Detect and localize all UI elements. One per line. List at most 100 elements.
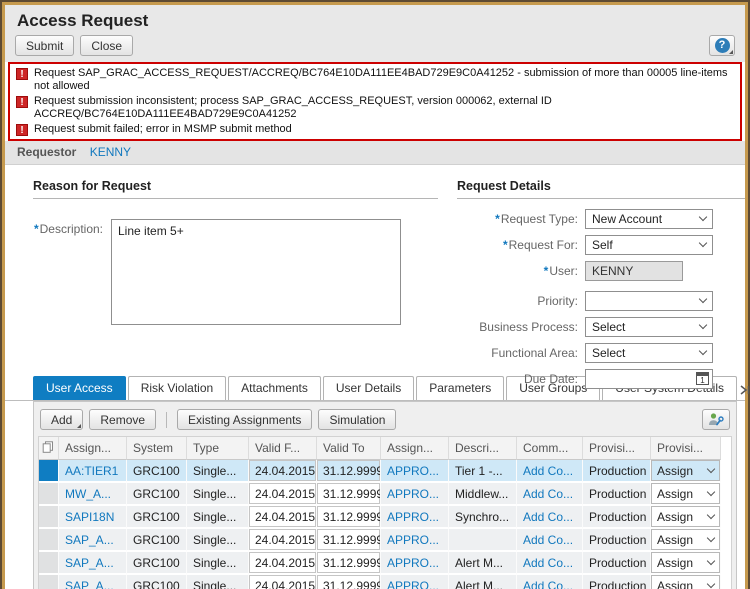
- request-type-select[interactable]: New Account: [585, 209, 713, 229]
- window-frame: Access Request Submit Close ? ! Request …: [0, 0, 750, 589]
- cell-description: Synchro...: [449, 506, 517, 529]
- add-button[interactable]: Add: [40, 409, 83, 430]
- cell-approver-link[interactable]: APPRO...: [381, 552, 449, 575]
- cell-valid-to[interactable]: 31.12.9999: [317, 575, 381, 589]
- action-toolbar: Submit Close ?: [5, 31, 745, 62]
- error-row: ! Request submission inconsistent; proce…: [16, 95, 734, 120]
- required-icon: *: [544, 264, 549, 278]
- assignments-table-container: Assign... System Type Valid F... Valid T…: [38, 436, 732, 589]
- cell-comments-link[interactable]: Add Co...: [517, 552, 583, 575]
- cell-valid-from[interactable]: 24.04.2015: [249, 506, 317, 529]
- row-selector[interactable]: [39, 460, 59, 483]
- cell-comments-link[interactable]: Add Co...: [517, 529, 583, 552]
- column-header-prov-env[interactable]: Provisi...: [583, 437, 651, 460]
- cell-valid-from[interactable]: 24.04.2015: [249, 529, 317, 552]
- user-field[interactable]: KENNY: [585, 261, 683, 281]
- row-selector[interactable]: [39, 483, 59, 506]
- cell-action-select[interactable]: Assign: [651, 529, 721, 552]
- cell-approver-link[interactable]: APPRO...: [381, 506, 449, 529]
- tab-attachments[interactable]: Attachments: [228, 376, 321, 400]
- cell-action-select[interactable]: Assign: [651, 483, 721, 506]
- request-details-section: Request Details *Request Type: New Accou…: [457, 179, 745, 389]
- cell-assignment-link[interactable]: SAP_A...: [59, 529, 127, 552]
- column-header-prov-action[interactable]: Provisi...: [651, 437, 721, 460]
- cell-valid-from[interactable]: 24.04.2015: [249, 483, 317, 506]
- close-button[interactable]: Close: [80, 35, 133, 56]
- cell-valid-to[interactable]: 31.12.9999: [317, 529, 381, 552]
- cell-assignment-link[interactable]: SAP_A...: [59, 575, 127, 589]
- reason-section-title: Reason for Request: [33, 179, 438, 199]
- row-selector[interactable]: [39, 552, 59, 575]
- remove-button[interactable]: Remove: [89, 409, 156, 430]
- column-header-valid-from[interactable]: Valid F...: [249, 437, 317, 460]
- cell-assignment-link[interactable]: SAPI18N: [59, 506, 127, 529]
- cell-approver-link[interactable]: APPRO...: [381, 483, 449, 506]
- table-row[interactable]: SAP_A... GRC100 Single... 24.04.2015 31.…: [39, 575, 721, 589]
- cell-action-select[interactable]: Assign: [651, 552, 721, 575]
- cell-assignment-link[interactable]: SAP_A...: [59, 552, 127, 575]
- cell-assignment-link[interactable]: MW_A...: [59, 483, 127, 506]
- cell-comments-link[interactable]: Add Co...: [517, 506, 583, 529]
- cell-valid-to[interactable]: 31.12.9999: [317, 506, 381, 529]
- cell-comments-link[interactable]: Add Co...: [517, 483, 583, 506]
- row-selector[interactable]: [39, 529, 59, 552]
- table-row[interactable]: SAP_A... GRC100 Single... 24.04.2015 31.…: [39, 529, 721, 552]
- priority-select[interactable]: [585, 291, 713, 311]
- user-settings-button[interactable]: [702, 409, 730, 430]
- cell-valid-from[interactable]: 24.04.2015: [249, 552, 317, 575]
- simulation-button[interactable]: Simulation: [318, 409, 396, 430]
- cell-approver-link[interactable]: APPRO...: [381, 460, 449, 483]
- cell-approver-link[interactable]: APPRO...: [381, 575, 449, 589]
- tab-risk-violation[interactable]: Risk Violation: [128, 376, 226, 400]
- row-selector[interactable]: [39, 575, 59, 589]
- table-row[interactable]: SAP_A... GRC100 Single... 24.04.2015 31.…: [39, 552, 721, 575]
- cell-description: Tier 1 -...: [449, 460, 517, 483]
- cell-comments-link[interactable]: Add Co...: [517, 460, 583, 483]
- cell-action-select[interactable]: Assign: [651, 460, 721, 483]
- chevron-down-icon: [707, 580, 715, 588]
- cell-action-select[interactable]: Assign: [651, 506, 721, 529]
- column-header-approver[interactable]: Assign...: [381, 437, 449, 460]
- row-selector[interactable]: [39, 506, 59, 529]
- request-for-select[interactable]: Self: [585, 235, 713, 255]
- column-header-description[interactable]: Descri...: [449, 437, 517, 460]
- table-row[interactable]: AA:TIER1 GRC100 Single... 24.04.2015 31.…: [39, 460, 721, 483]
- column-header-type[interactable]: Type: [187, 437, 249, 460]
- table-row[interactable]: SAPI18N GRC100 Single... 24.04.2015 31.1…: [39, 506, 721, 529]
- cell-valid-from[interactable]: 24.04.2015: [249, 460, 317, 483]
- chevron-down-icon: [707, 534, 715, 542]
- business-process-select[interactable]: Select: [585, 317, 713, 337]
- cell-approver-link[interactable]: APPRO...: [381, 529, 449, 552]
- user-label: *User:: [457, 264, 585, 278]
- cell-valid-to[interactable]: 31.12.9999: [317, 483, 381, 506]
- business-process-label: Business Process:: [457, 320, 585, 334]
- column-header-comments[interactable]: Comm...: [517, 437, 583, 460]
- submit-button[interactable]: Submit: [15, 35, 74, 56]
- existing-assignments-button[interactable]: Existing Assignments: [177, 409, 312, 430]
- cell-assignment-link[interactable]: AA:TIER1: [59, 460, 127, 483]
- cell-valid-to[interactable]: 31.12.9999: [317, 460, 381, 483]
- functional-area-select[interactable]: Select: [585, 343, 713, 363]
- description-input[interactable]: Line item 5+: [111, 219, 401, 325]
- functional-area-row: Functional Area: Select: [457, 342, 745, 363]
- description-label: *Description:: [33, 219, 111, 236]
- cell-action-select[interactable]: Assign: [651, 575, 721, 589]
- calendar-icon[interactable]: 1: [696, 372, 709, 385]
- tab-user-details[interactable]: User Details: [323, 376, 414, 400]
- cell-valid-to[interactable]: 31.12.9999: [317, 552, 381, 575]
- cell-system: GRC100: [127, 552, 187, 575]
- help-button[interactable]: ?: [709, 35, 735, 56]
- table-row[interactable]: MW_A... GRC100 Single... 24.04.2015 31.1…: [39, 483, 721, 506]
- request-type-label: *Request Type:: [457, 212, 585, 226]
- due-date-input[interactable]: 1: [585, 369, 713, 389]
- column-header-assignment[interactable]: Assign...: [59, 437, 127, 460]
- tab-user-access[interactable]: User Access: [33, 376, 126, 400]
- requestor-value-link[interactable]: KENNY: [90, 145, 131, 159]
- cell-comments-link[interactable]: Add Co...: [517, 575, 583, 589]
- column-header-valid-to[interactable]: Valid To: [317, 437, 381, 460]
- select-all-header[interactable]: [39, 437, 59, 460]
- cell-valid-from[interactable]: 24.04.2015: [249, 575, 317, 589]
- copy-rows-icon: [42, 441, 54, 453]
- request-for-label: *Request For:: [457, 238, 585, 252]
- column-header-system[interactable]: System: [127, 437, 187, 460]
